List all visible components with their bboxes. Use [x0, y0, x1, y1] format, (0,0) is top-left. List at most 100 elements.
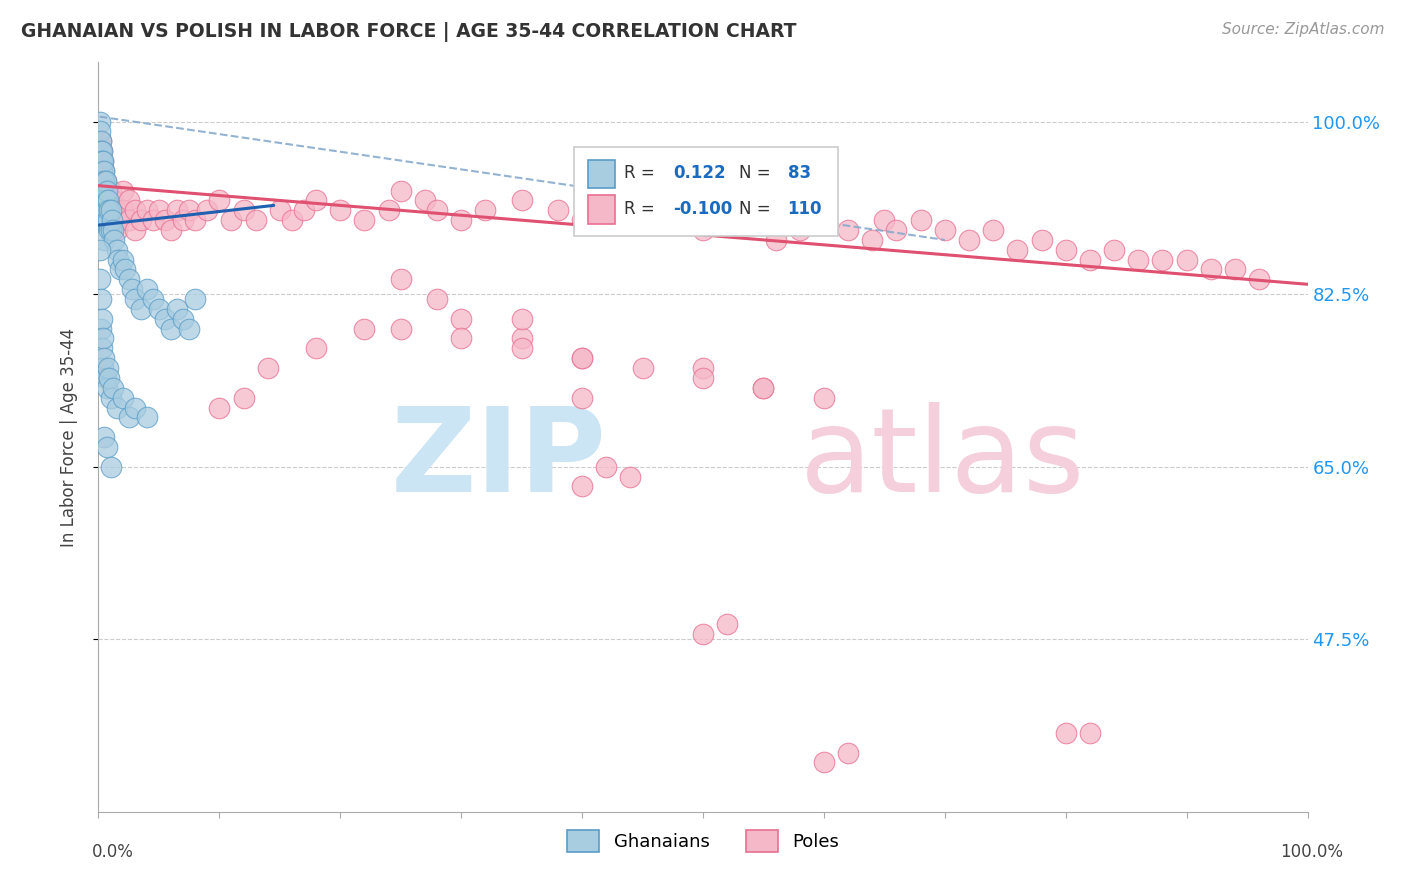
Point: [97, 194, 120, 208]
Point: [98, 371, 121, 385]
Point: [89, 174, 111, 188]
Point: [91, 213, 114, 227]
Point: [873, 213, 896, 227]
Legend: Ghanaians, Poles: Ghanaians, Poles: [560, 822, 846, 859]
Point: [101, 223, 124, 237]
Point: [221, 213, 243, 227]
Point: [426, 203, 449, 218]
Point: [105, 203, 128, 218]
Point: [124, 223, 146, 237]
Point: [97, 194, 120, 208]
Point: [111, 252, 134, 267]
Text: 83: 83: [787, 164, 811, 182]
Point: [100, 459, 122, 474]
Point: [1199, 262, 1222, 277]
Point: [91, 331, 114, 345]
Point: [89, 272, 111, 286]
Point: [160, 223, 183, 237]
Point: [100, 184, 122, 198]
Point: [91, 144, 114, 158]
Point: [89, 154, 111, 169]
Point: [91, 154, 114, 169]
Point: [90, 144, 112, 158]
Point: [90, 194, 112, 208]
Point: [101, 194, 124, 208]
Point: [91, 154, 114, 169]
Point: [96, 440, 118, 454]
Point: [89, 174, 111, 188]
Point: [631, 361, 654, 376]
Point: [114, 262, 136, 277]
Point: [142, 292, 165, 306]
Point: [91, 213, 114, 227]
Point: [96, 184, 118, 198]
Point: [413, 194, 436, 208]
Point: [124, 203, 146, 218]
Point: [813, 391, 835, 405]
Point: [91, 174, 114, 188]
Point: [692, 361, 714, 376]
Point: [96, 203, 118, 218]
Point: [269, 203, 291, 218]
Point: [94, 213, 117, 227]
Point: [1102, 243, 1125, 257]
Point: [305, 194, 328, 208]
Point: [93, 164, 115, 178]
Point: [98, 203, 121, 218]
Point: [595, 203, 617, 218]
Point: [89, 243, 111, 257]
Point: [105, 243, 128, 257]
Point: [90, 292, 112, 306]
Point: [90, 154, 112, 169]
Point: [148, 301, 170, 316]
Point: [107, 252, 129, 267]
Point: [208, 194, 231, 208]
Point: [124, 292, 146, 306]
Point: [100, 223, 122, 237]
Point: [97, 361, 120, 376]
Point: [510, 194, 533, 208]
Point: [377, 203, 399, 218]
Point: [547, 203, 569, 218]
Text: N =: N =: [740, 164, 770, 182]
Point: [90, 154, 112, 169]
Point: [166, 301, 188, 316]
Point: [91, 194, 114, 208]
Point: [118, 410, 141, 425]
Point: [100, 203, 122, 218]
Point: [90, 203, 112, 218]
Point: [111, 391, 134, 405]
Point: [1223, 262, 1246, 277]
Point: [100, 391, 122, 405]
Text: Source: ZipAtlas.com: Source: ZipAtlas.com: [1222, 22, 1385, 37]
Point: [450, 331, 472, 345]
Point: [89, 164, 111, 178]
Point: [91, 342, 114, 356]
FancyBboxPatch shape: [574, 147, 838, 236]
Text: atlas: atlas: [800, 402, 1085, 517]
Point: [692, 223, 714, 237]
Point: [1078, 726, 1101, 740]
Point: [96, 203, 118, 218]
Point: [981, 223, 1004, 237]
Point: [813, 756, 835, 770]
Point: [1128, 252, 1150, 267]
Point: [195, 203, 218, 218]
Point: [789, 223, 811, 237]
Text: 0.0%: 0.0%: [91, 843, 134, 861]
Point: [571, 479, 593, 493]
Point: [93, 213, 115, 227]
Point: [91, 184, 114, 198]
Point: [108, 262, 131, 277]
Point: [93, 194, 115, 208]
Point: [510, 331, 533, 345]
Point: [96, 184, 118, 198]
Point: [89, 144, 111, 158]
Point: [118, 272, 141, 286]
Point: [129, 301, 152, 316]
Point: [111, 203, 134, 218]
Text: GHANAIAN VS POLISH IN LABOR FORCE | AGE 35-44 CORRELATION CHART: GHANAIAN VS POLISH IN LABOR FORCE | AGE …: [21, 22, 797, 42]
Point: [129, 213, 152, 227]
Point: [135, 203, 157, 218]
Text: 0.122: 0.122: [672, 164, 725, 182]
